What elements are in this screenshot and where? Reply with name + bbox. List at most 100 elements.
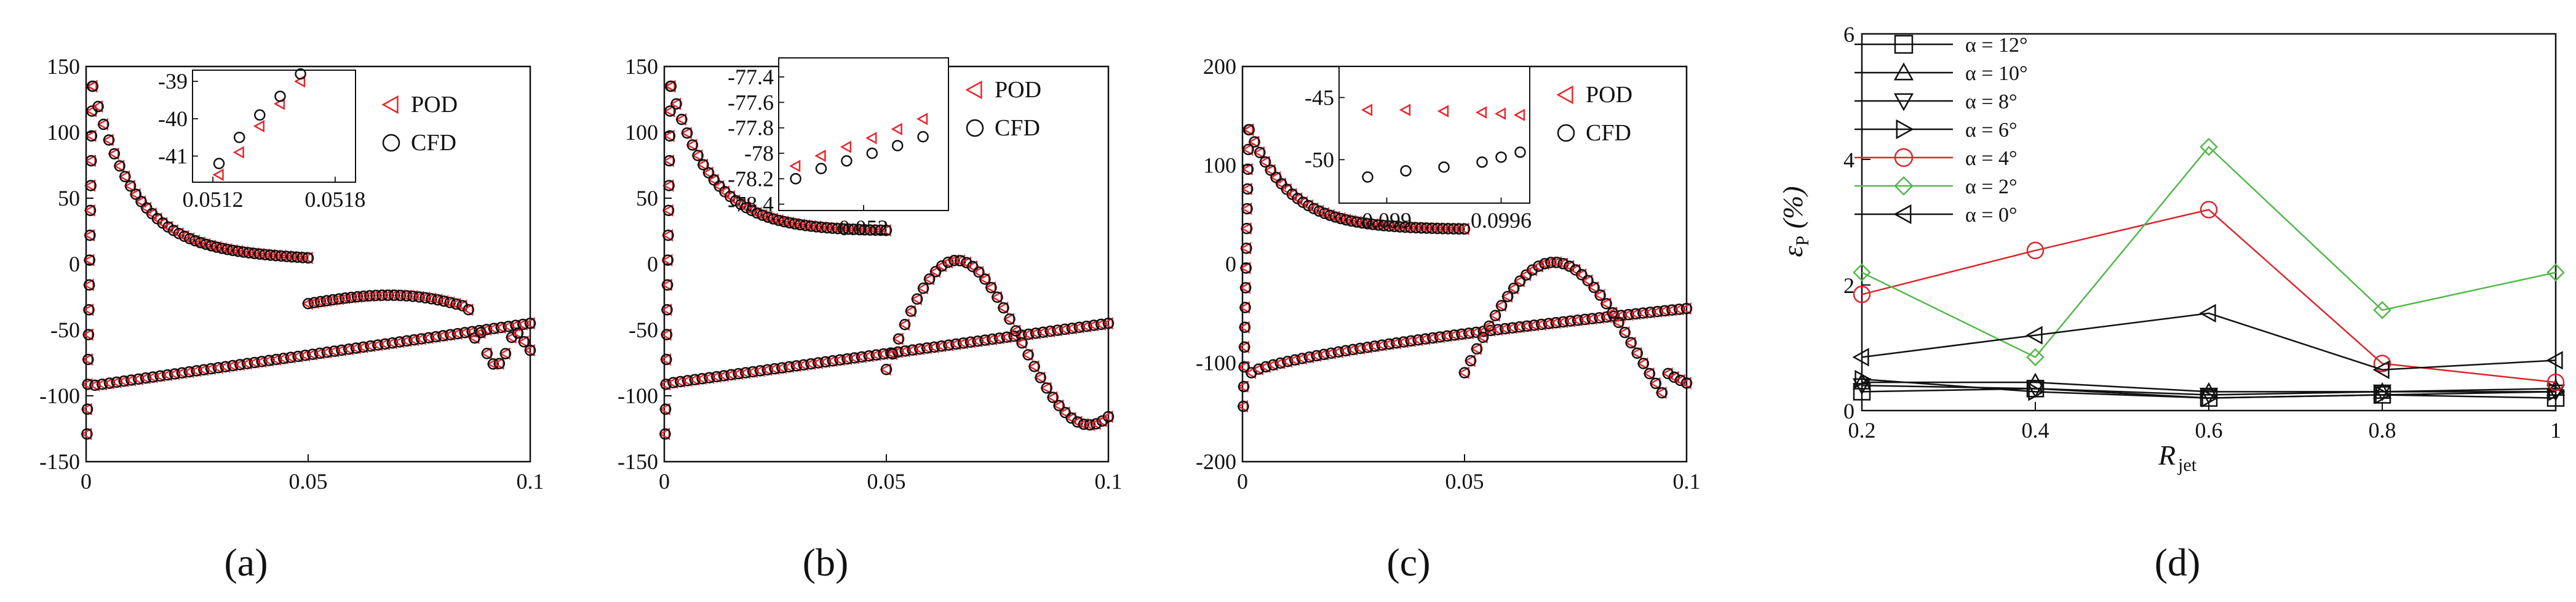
pod-point	[1009, 324, 1021, 337]
cfd-point	[456, 300, 468, 311]
inset-pod-point	[1494, 107, 1506, 120]
pod-point	[264, 249, 276, 262]
pod-point	[81, 353, 93, 366]
cfd-point	[1514, 275, 1526, 287]
inset-cfd-point	[295, 68, 306, 80]
cfd-point	[1035, 372, 1046, 383]
pod-point	[400, 289, 412, 302]
pod-point	[82, 278, 94, 292]
inset-x-tick-label: 0.0512	[183, 187, 244, 212]
cfd-point	[1453, 223, 1465, 235]
y-tick-label: -150	[618, 449, 658, 474]
pod-point	[523, 343, 535, 357]
x-tick-label: 0.8	[2369, 418, 2396, 443]
cfd-point	[789, 218, 801, 230]
cfd-point	[85, 180, 97, 191]
series-point	[2372, 360, 2390, 379]
cfd-point	[292, 251, 303, 263]
series-point	[2028, 382, 2045, 401]
cfd-point	[1388, 220, 1401, 233]
cfd-point	[1362, 218, 1373, 230]
y-tick-label: -200	[1196, 449, 1236, 474]
cfd-point	[413, 291, 425, 303]
cfd-point	[119, 171, 131, 183]
inset-cfd-point	[1495, 151, 1507, 163]
x-tick-label: 0	[659, 469, 670, 494]
cfd-point	[1242, 183, 1254, 195]
pod-point	[285, 251, 297, 263]
pod-point	[1270, 171, 1281, 184]
pod-point	[1420, 222, 1432, 235]
cfd-point	[1243, 124, 1255, 135]
pod-point	[85, 129, 97, 142]
pod-point	[274, 249, 286, 263]
pod-point	[84, 179, 96, 192]
cfd-point	[264, 249, 276, 261]
series-point	[2025, 326, 2043, 345]
series-point	[2200, 201, 2218, 219]
x-tick-label: 0.05	[1445, 469, 1484, 494]
legend-label: α = 4°	[1965, 147, 2017, 170]
inset-x-tick-label: 0.052	[839, 215, 889, 240]
cfd-point	[1345, 215, 1358, 227]
inset-pod-point	[212, 168, 224, 181]
pod-point	[1238, 321, 1250, 334]
cfd-point	[1329, 211, 1342, 223]
series-line	[1861, 312, 2556, 371]
pod-point	[886, 347, 897, 361]
cfd-point	[82, 353, 94, 366]
cfd-point	[837, 223, 849, 235]
pod-point	[108, 147, 119, 160]
cfd-point	[1399, 221, 1411, 233]
y-tick-label: 6	[1843, 22, 1854, 47]
inset-cfd-point	[233, 131, 245, 143]
cfd-point	[243, 247, 255, 259]
pod-point	[904, 305, 916, 318]
cfd-point	[1594, 289, 1606, 301]
pod-point	[707, 174, 719, 187]
pod-point	[990, 291, 1003, 304]
y-tick-label: 0	[1843, 399, 1854, 423]
cfd-point	[664, 155, 675, 167]
pod-point	[1302, 199, 1313, 212]
pod-point	[296, 251, 308, 264]
pod-point	[1022, 348, 1033, 361]
cfd-point	[1631, 347, 1644, 359]
cfd-point	[83, 304, 95, 316]
cfd-point	[1625, 337, 1637, 349]
pod-point	[1415, 222, 1426, 235]
cfd-point	[917, 283, 929, 294]
pod-point	[1482, 319, 1494, 332]
cfd-point	[1545, 257, 1557, 268]
pod-point	[381, 289, 394, 302]
pod-point	[113, 159, 125, 172]
cfd-point	[524, 344, 536, 356]
pod-point	[97, 118, 108, 131]
pod-point	[825, 222, 838, 235]
cfd-point	[1405, 222, 1417, 233]
cfd-point	[345, 291, 357, 303]
cfd-point	[1477, 331, 1489, 343]
cfd-point	[358, 290, 370, 302]
cfd-point	[1367, 219, 1379, 230]
series-point	[2546, 351, 2563, 370]
cfd-point	[1047, 391, 1059, 403]
inset-pod-point	[1475, 106, 1487, 119]
x-tick-label: 0.05	[289, 469, 328, 494]
pod-point	[869, 223, 881, 236]
pod-point	[1240, 222, 1252, 235]
series-point	[1854, 369, 1872, 389]
pod-point	[734, 198, 746, 211]
pod-point	[1388, 220, 1399, 233]
pod-point	[842, 223, 854, 236]
cfd-point	[1238, 400, 1249, 412]
cfd-point	[985, 281, 997, 294]
cfd-point	[923, 273, 936, 285]
cfd-point	[85, 155, 97, 167]
pod-point	[821, 221, 832, 235]
y-tick-label: -100	[1196, 351, 1236, 375]
cfd-point	[493, 358, 506, 369]
pod-point	[1588, 281, 1599, 294]
pod-point	[258, 248, 270, 261]
pod-point	[1040, 382, 1052, 395]
